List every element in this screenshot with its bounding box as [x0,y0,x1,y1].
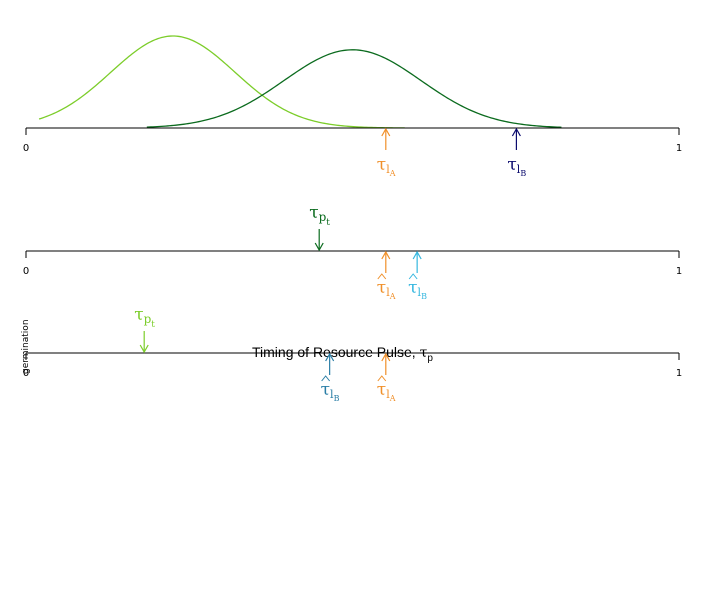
panel-3-pulse-arrow-tau-pt: τpt [134,305,155,354]
arrow-head [381,250,391,260]
arrow-label-symbol: τ [408,278,417,298]
panel-2-axis-label-start: 0 [23,266,29,277]
panel-1-arrow-tau-lB: τlB [507,127,526,178]
panel-1-arrow-tau-lA: τlA [377,127,396,178]
arrow-label-symbol: τ [377,155,386,175]
light-green-distribution-curve [38,35,405,129]
pulse-label: τpt [134,305,155,330]
arrow-label-symbol: τ [507,155,516,175]
dark-green-distribution-curve [146,49,562,128]
arrow-label-symbol: τ [321,380,330,400]
arrow-label: τlB [507,155,526,178]
pulse-arrow-head [139,344,149,354]
arrow-label-subsubscript: A [389,292,396,301]
arrow-label-symbol: τ [377,380,386,400]
pulse-label-symbol: τ [134,305,143,325]
pulse-label-subsubscript: t [151,320,155,330]
panel-3-axis-label-start: 0 [23,368,29,379]
arrow-head [511,127,521,137]
arrow-head [412,250,422,260]
x-axis-label-subscript: p [427,353,433,364]
arrow-label-symbol: τ [377,278,386,298]
panel-2: 0 1 τpt τlA τlB [23,203,682,301]
panel-2-axis-label-end: 1 [676,266,682,277]
arrow-label: τlA [377,155,396,178]
arrow-label: τlB [321,380,340,403]
pulse-label: τpt [309,203,330,228]
panel-1-axis-label-end: 1 [676,143,682,154]
y-axis-label: germination [21,319,31,374]
x-axis-label-text: Timing of Resource Pulse, [252,344,420,360]
arrow-label-subscript: l [386,388,390,401]
pulse-label-symbol: τ [309,203,318,223]
arrow-label-subsubscript: B [421,292,427,301]
panel-2-arrow-tau-hat-lB: τlB [408,250,427,301]
hat-mark [321,375,331,382]
arrow-label-subsubscript: A [389,394,396,403]
arrow-label-subsubscript: B [520,169,526,178]
arrow-label: τlA [377,380,396,403]
pulse-arrow-head [314,242,324,252]
arrow-label: τlB [408,278,427,301]
arrow-label-subsubscript: A [389,169,396,178]
panel-3: 0 1 germination Timing of Resource Pulse… [21,305,682,403]
arrow-head [325,352,335,362]
panel-3-arrow-tau-hat-lA: τlA [377,352,396,403]
arrow-label-subscript: l [386,286,390,299]
arrow-label-subsubscript: B [334,394,340,403]
panel-3-axis-label-end: 1 [676,368,682,379]
x-axis-label-symbol: τ [420,345,428,361]
arrow-label-subscript: l [517,163,521,176]
panel-1: 0 1 τlA τlB [23,35,682,178]
panel-3-arrow-tau-hat-lB: τlB [321,352,340,403]
x-axis-label: Timing of Resource Pulse, τp [252,344,433,364]
arrow-label-subscript: l [418,286,422,299]
pulse-label-subsubscript: t [326,218,330,228]
pulse-label-subscript: p [144,312,152,326]
pulse-label-subscript: p [319,210,327,224]
hat-mark [377,375,387,382]
arrow-label-subscript: l [386,163,390,176]
panel-1-axis-label-start: 0 [23,143,29,154]
arrow-label: τlA [377,278,396,301]
hat-mark [377,273,387,280]
y-axis-label-text: germination [21,319,31,374]
panel-2-arrow-tau-hat-lA: τlA [377,250,396,301]
hat-mark [408,273,418,280]
arrow-head [381,127,391,137]
arrow-label-subscript: l [330,388,334,401]
panel-2-pulse-arrow-tau-pt: τpt [309,203,330,252]
arrow-head [381,352,391,362]
